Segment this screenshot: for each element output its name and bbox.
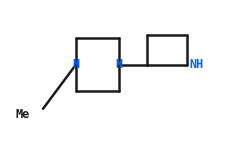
Text: Me: Me xyxy=(16,108,30,121)
Text: N: N xyxy=(115,58,122,71)
Text: NH: NH xyxy=(189,58,203,71)
Text: N: N xyxy=(72,58,79,71)
